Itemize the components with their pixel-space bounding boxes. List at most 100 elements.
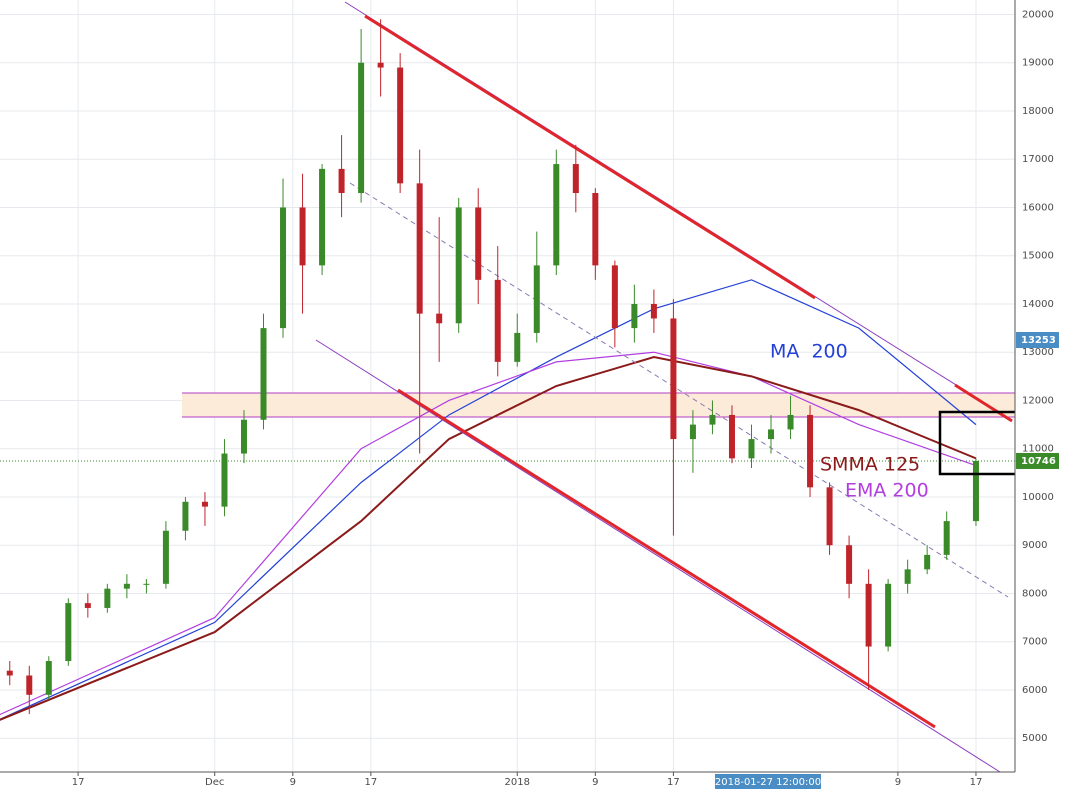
candle-body: [533, 265, 540, 333]
candle-body: [338, 168, 345, 193]
x-tick-label: 17: [970, 777, 983, 788]
x-tick-label: 17: [72, 777, 85, 788]
candle-body: [436, 313, 443, 324]
y-tick-label: 20000: [1022, 9, 1054, 20]
candle-body: [475, 207, 482, 280]
candle-body: [924, 554, 931, 570]
y-tick-label: 11000: [1022, 444, 1054, 455]
y-tick-label: 7000: [1022, 637, 1047, 648]
y-tick-label: 10000: [1022, 492, 1054, 503]
candle-body: [846, 545, 853, 584]
candle-body: [728, 414, 735, 459]
y-tick-label: 8000: [1022, 588, 1047, 599]
candle-body: [826, 487, 833, 546]
candle-body: [768, 429, 775, 440]
trendline: [315, 339, 1001, 773]
y-tick-label: 13000: [1022, 347, 1054, 358]
indicator-label: EMA 200: [845, 480, 929, 502]
axes: 5000 6000 7000 8000 9000 10000 11000 12000 13000…: [72, 9, 1059, 789]
y-tick-label: 16000: [1022, 202, 1054, 213]
y-tick-label: 19000: [1022, 58, 1054, 69]
candle-body: [748, 439, 755, 459]
candle-body: [494, 279, 501, 362]
price-tag-label: 13253: [1021, 335, 1056, 346]
candle-body: [670, 318, 677, 440]
candle-body: [943, 521, 950, 555]
candle-body: [611, 265, 618, 329]
indicator-line: [0, 279, 977, 721]
candle-body: [416, 183, 423, 314]
y-tick-label: 5000: [1022, 733, 1047, 744]
candle-body: [709, 414, 716, 425]
x-tick-label: 2018: [505, 777, 530, 788]
candle-body: [84, 603, 91, 608]
candle-body: [221, 453, 228, 507]
trendline: [954, 383, 1013, 423]
candle-body: [260, 328, 267, 420]
y-tick-label: 14000: [1022, 299, 1054, 310]
indicator-label: SMMA 125: [820, 454, 920, 476]
trendline: [397, 388, 936, 729]
candle-body: [787, 414, 794, 430]
candle-body: [26, 675, 33, 695]
price-tag: [1016, 452, 1059, 469]
y-tick-label: 6000: [1022, 685, 1047, 696]
candle-body: [143, 583, 150, 585]
candle-body: [553, 164, 560, 266]
candle-body: [972, 460, 979, 522]
candle-body: [592, 193, 599, 266]
candle-body: [6, 670, 13, 676]
x-tick-label: 9: [290, 777, 296, 788]
y-tick-label: 18000: [1022, 106, 1054, 117]
candle-body: [807, 414, 814, 488]
candle-body: [904, 569, 911, 584]
candle-body: [319, 168, 326, 266]
indicator-line: [0, 351, 977, 716]
candle-body: [689, 424, 696, 440]
candle-body: [650, 303, 657, 319]
zone: [182, 393, 1022, 417]
candle-body: [455, 207, 462, 324]
indicators: [0, 279, 1015, 721]
candle-body: [182, 501, 189, 531]
candle-body: [397, 67, 404, 184]
crosshair-label: 2018-01-27 12:00:00: [715, 777, 821, 788]
candle-body: [865, 583, 872, 647]
crosshair-tag: [715, 774, 821, 789]
y-tick-label: 15000: [1022, 251, 1054, 262]
y-tick-label: 9000: [1022, 540, 1047, 551]
candles: [6, 19, 979, 715]
candle-body: [65, 603, 72, 662]
x-tick-label: Dec: [205, 777, 224, 788]
grid: [0, 0, 1015, 772]
candle-body: [45, 661, 52, 695]
indicator-line: [0, 356, 977, 721]
trendline: [364, 14, 816, 300]
candle-body: [299, 207, 306, 266]
candle-body: [358, 62, 365, 193]
price-axis: [1015, 0, 1069, 789]
candle-body: [572, 164, 579, 193]
x-tick-label: 9: [895, 777, 901, 788]
x-tick-label: 17: [364, 777, 377, 788]
candle-body: [162, 530, 169, 584]
candle-body: [201, 501, 208, 507]
candle-body: [885, 583, 892, 647]
price-tag-label: 10746: [1021, 456, 1056, 467]
candle-body: [514, 332, 521, 362]
candle-body: [280, 207, 287, 329]
candle-body: [240, 419, 247, 454]
candle-body: [123, 583, 130, 589]
candle-body: [377, 62, 384, 68]
y-tick-label: 12000: [1022, 395, 1054, 406]
price-tag: [1016, 332, 1059, 349]
x-tick-label: 17: [667, 777, 680, 788]
indicator-label: MA 200: [770, 341, 848, 363]
y-tick-label: 17000: [1022, 154, 1054, 165]
midline: [349, 182, 1009, 598]
candle-body: [104, 588, 111, 608]
candle-body: [631, 303, 638, 329]
x-tick-label: 9: [592, 777, 598, 788]
